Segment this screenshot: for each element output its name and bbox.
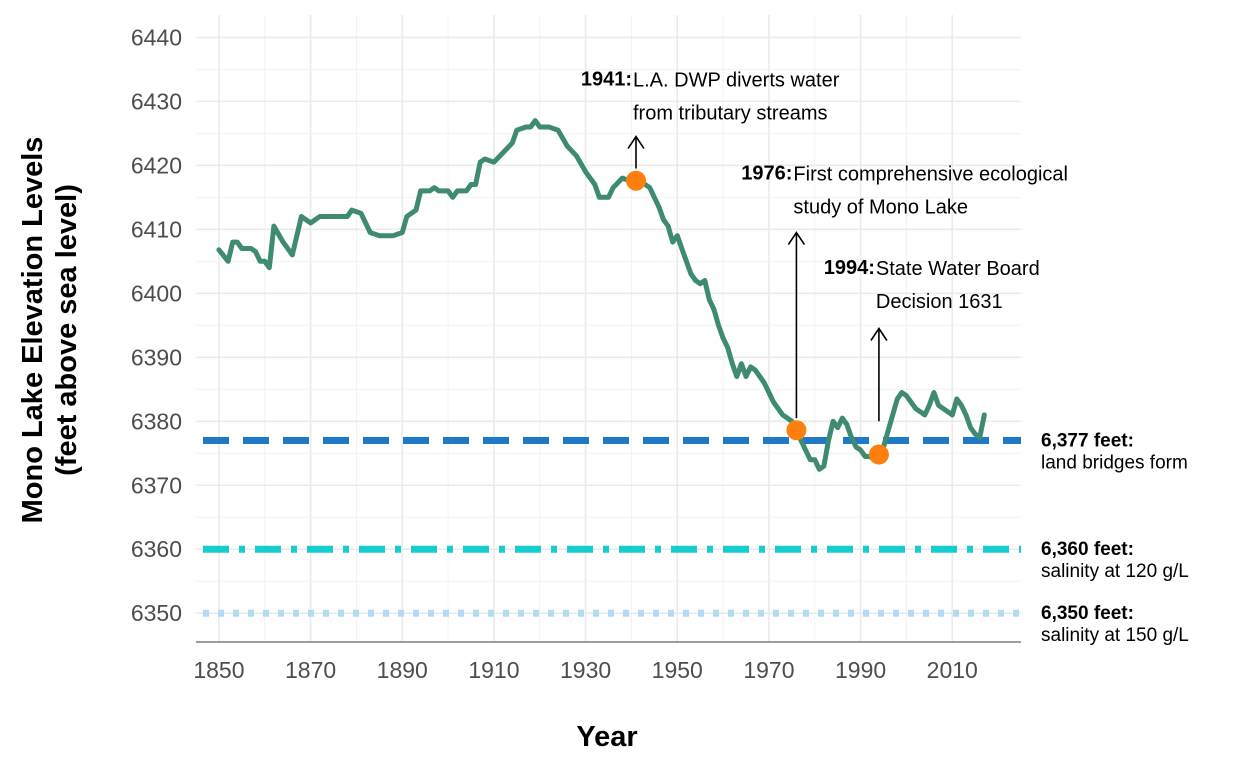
x-tick-label: 2010 bbox=[927, 657, 978, 683]
highlight-point bbox=[868, 444, 889, 465]
annotation-arrow-head bbox=[787, 231, 806, 245]
annotation-year: 1976: bbox=[741, 162, 792, 184]
reference-line-label: 6,360 feet: bbox=[1041, 539, 1134, 560]
reference-line-description: salinity at 120 g/L bbox=[1041, 561, 1189, 582]
x-tick-label: 1850 bbox=[193, 657, 244, 683]
y-axis-title-line2: (feet above sea level) bbox=[51, 184, 83, 476]
x-tick-label: 1950 bbox=[652, 657, 703, 683]
annotation-line1: First comprehensive ecological bbox=[793, 163, 1068, 185]
annotation-line2: from tributary streams bbox=[633, 102, 827, 124]
reference-line-description: salinity at 150 g/L bbox=[1041, 625, 1189, 646]
y-tick-label: 6440 bbox=[131, 24, 182, 50]
y-tick-label: 6430 bbox=[131, 88, 182, 114]
annotation-line1: L.A. DWP diverts water bbox=[633, 69, 840, 91]
highlight-point bbox=[786, 420, 807, 441]
y-tick-label: 6350 bbox=[131, 600, 182, 626]
y-tick-label: 6380 bbox=[131, 408, 182, 434]
annotation-line2: Decision 1631 bbox=[876, 291, 1003, 313]
x-tick-label: 1890 bbox=[377, 657, 428, 683]
annotation-year: 1941: bbox=[581, 68, 632, 90]
annotation-line1: State Water Board bbox=[876, 258, 1040, 280]
annotation-line2: study of Mono Lake bbox=[793, 196, 968, 218]
annotation-arrow-head bbox=[627, 135, 645, 150]
annotation-year: 1994: bbox=[824, 257, 875, 279]
annotations-layer: 1941: L.A. DWP diverts water from tributar… bbox=[581, 68, 1068, 465]
highlight-point bbox=[626, 170, 646, 191]
x-axis-title: Year bbox=[576, 721, 637, 753]
x-tick-label: 1970 bbox=[743, 657, 794, 683]
annotation-arrow-head bbox=[870, 327, 888, 341]
x-tick-label: 1930 bbox=[560, 657, 611, 683]
y-tick-label: 6390 bbox=[131, 344, 182, 370]
x-tick-label: 1910 bbox=[468, 657, 519, 683]
y-tick-label: 6400 bbox=[131, 280, 182, 306]
reference-line-description: land bridges form bbox=[1041, 452, 1188, 473]
x-tick-label: 1870 bbox=[285, 657, 336, 683]
reference-line-label: 6,350 feet: bbox=[1041, 603, 1134, 624]
y-axis-title-line1: Mono Lake Elevation Levels bbox=[17, 137, 49, 524]
x-tick-label: 1990 bbox=[835, 657, 886, 683]
y-tick-label: 6420 bbox=[131, 152, 182, 178]
reference-line-label: 6,377 feet: bbox=[1041, 430, 1134, 451]
y-tick-label: 6360 bbox=[131, 536, 182, 562]
y-tick-label: 6370 bbox=[131, 472, 182, 498]
axis-layer: 1850 1870 1890 1910 1930 1950 1970 1990 2010 6350… bbox=[131, 24, 1021, 683]
y-tick-label: 6410 bbox=[131, 216, 182, 242]
